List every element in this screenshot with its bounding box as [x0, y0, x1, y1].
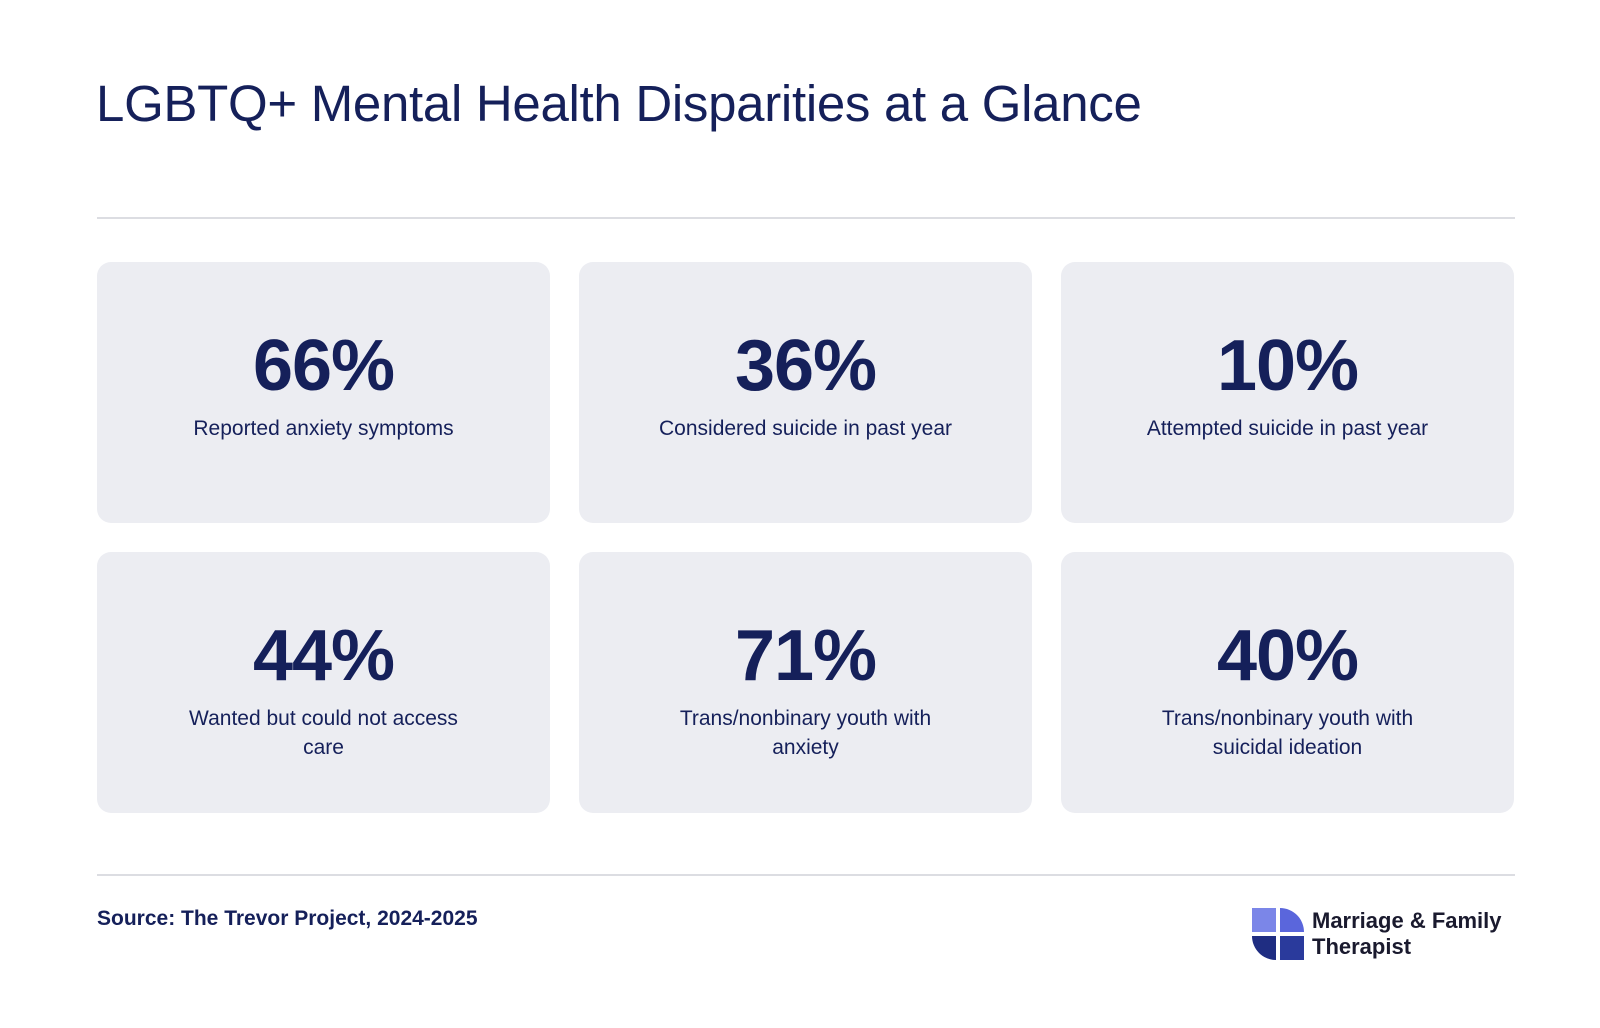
stat-value: 71%: [734, 616, 877, 696]
source-citation: Source: The Trevor Project, 2024-2025: [97, 907, 478, 930]
stat-value: 36%: [734, 326, 877, 406]
brand-logo: Marriage & Family Therapist: [1252, 906, 1514, 962]
stat-value: 10%: [1216, 326, 1359, 406]
page-title: LGBTQ+ Mental Health Disparities at a Gl…: [96, 75, 1142, 132]
stat-label: Attempted suicide in past year: [1146, 417, 1429, 440]
stat-label: Trans/nonbinary youth with suicidal idea…: [1161, 707, 1414, 759]
stat-card-attempted-suicide: 10% Attempted suicide in past year: [1061, 262, 1514, 523]
stat-label: Reported anxiety symptoms: [193, 417, 454, 440]
brand-name-line2: Therapist: [1312, 934, 1412, 959]
pinwheel-logo-icon: [1252, 908, 1304, 960]
brand-name-line1: Marriage & Family: [1312, 908, 1502, 933]
stat-card-anxiety: 66% Reported anxiety symptoms: [97, 262, 550, 523]
stat-card-trans-anxiety: 71% Trans/nonbinary youth with anxiety: [579, 552, 1032, 813]
brand-name: Marriage & Family Therapist: [1312, 908, 1502, 960]
stat-value: 44%: [252, 616, 395, 696]
stat-value: 66%: [252, 326, 395, 406]
stat-label: Considered suicide in past year: [659, 417, 952, 440]
stat-card-access-care: 44% Wanted but could not access care: [97, 552, 550, 813]
stat-value: 40%: [1216, 616, 1359, 696]
stat-card-trans-ideation: 40% Trans/nonbinary youth with suicidal …: [1061, 552, 1514, 813]
stats-grid: 66% Reported anxiety symptoms 36% Consid…: [97, 262, 1515, 813]
bottom-divider: [97, 874, 1515, 876]
stat-card-considered-suicide: 36% Considered suicide in past year: [579, 262, 1032, 523]
stat-label: Trans/nonbinary youth with anxiety: [679, 707, 932, 759]
top-divider: [97, 217, 1515, 219]
stat-label: Wanted but could not access care: [189, 707, 458, 759]
